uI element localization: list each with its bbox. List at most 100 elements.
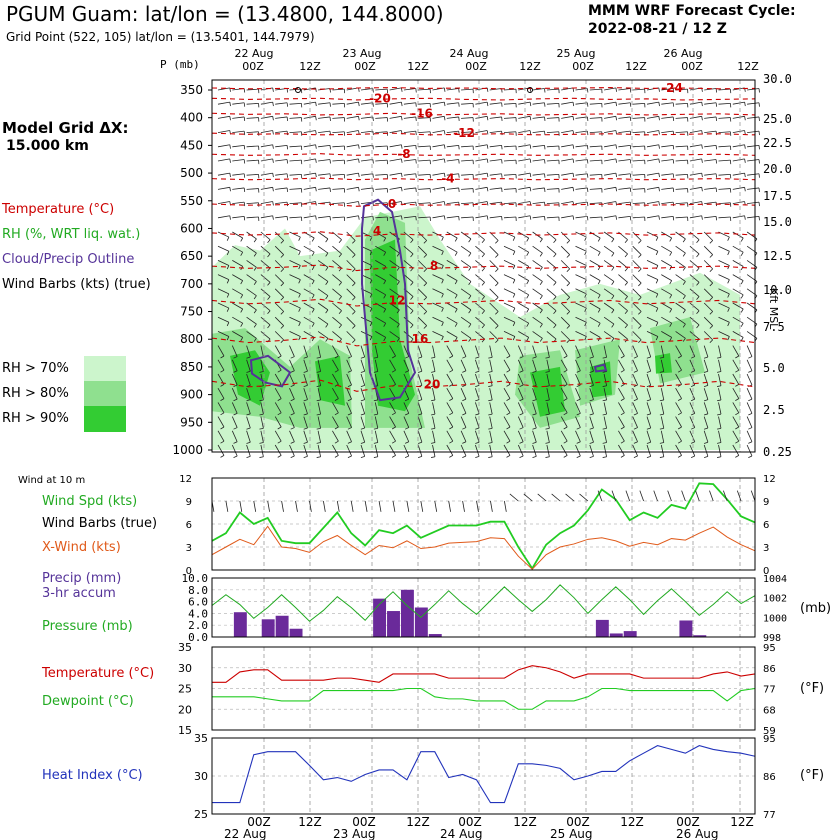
wind-barb <box>232 274 243 281</box>
wind-barb-flag <box>430 399 436 402</box>
wind-barb-flag <box>748 356 753 359</box>
wind-barb <box>675 145 688 148</box>
wind-barb-flag <box>716 427 722 430</box>
wind-barb <box>746 430 753 442</box>
wind-barb <box>446 345 454 357</box>
wind-barb <box>618 88 631 91</box>
wind-barb <box>418 173 431 176</box>
wind-barb-flag <box>475 427 480 430</box>
wind-barb <box>217 316 230 323</box>
wind-barb-flag <box>744 215 746 220</box>
wind-barb <box>417 331 427 341</box>
wind-barb-flag <box>441 307 444 312</box>
wind-barb-flag <box>280 339 284 343</box>
wind-barb <box>532 274 543 282</box>
bottom-hour-label: 00Z <box>566 815 590 829</box>
wind-barb-flag <box>267 239 271 244</box>
wind-barb-flag <box>529 116 532 121</box>
label-p-mb: P (mb) <box>160 58 200 71</box>
wind-barb-flag <box>576 412 581 416</box>
wind-barb-flag <box>563 384 568 387</box>
wind-barb <box>646 388 652 400</box>
wind-barb-flag <box>272 173 274 178</box>
wind-barb <box>689 416 696 428</box>
wind-barb <box>632 373 638 386</box>
wind-barb <box>618 416 625 428</box>
wind-barb <box>518 172 531 176</box>
wind-barb <box>489 430 493 443</box>
wind-barb-flag <box>716 356 722 359</box>
wind-barb-flag <box>347 370 352 373</box>
wind-barb <box>689 444 696 457</box>
wind-barb-flag <box>468 238 472 243</box>
wind-barb <box>503 331 516 337</box>
wind-barb <box>318 215 331 219</box>
wind-barb <box>575 345 581 357</box>
wind-barb <box>675 231 686 240</box>
wind-barb-flag <box>701 215 703 220</box>
wind-barb-flag <box>290 441 295 444</box>
wind-barb-flag <box>740 337 744 342</box>
wind-barb <box>532 215 545 219</box>
surface-wind-barb <box>392 500 396 512</box>
wind-barb <box>675 260 686 268</box>
wind-barb <box>675 274 686 282</box>
wind-barb <box>303 245 315 253</box>
top-day-label: 22 Aug <box>235 47 274 60</box>
wind-barb-flag <box>690 427 695 430</box>
wind-barb-flag <box>417 399 423 402</box>
wind-barb <box>375 88 388 91</box>
surface-wind-barb <box>639 490 644 502</box>
wind-barb-flag <box>566 297 570 301</box>
wind-barb-flag <box>280 254 284 258</box>
wind-barb-flag <box>404 455 409 458</box>
wind-barb-flag <box>566 282 570 287</box>
wind-barb-flag <box>233 384 238 387</box>
wind-barb <box>675 444 682 456</box>
wind-barb <box>646 302 659 309</box>
wind-barb <box>231 402 238 414</box>
wind-barb <box>703 331 713 341</box>
wind-barb <box>389 359 396 371</box>
wind-barb <box>604 87 616 91</box>
wind-barb <box>346 444 352 457</box>
wind-barb-flag <box>602 427 607 430</box>
wind-barb <box>618 345 625 357</box>
wind-barb-flag <box>315 201 317 206</box>
wind-barb-flag <box>277 455 282 458</box>
wind-barb <box>746 359 753 371</box>
wind-barb <box>318 102 331 105</box>
wind-barb <box>546 288 557 297</box>
wind-barb-flag <box>246 413 251 416</box>
wind-barb-flag <box>519 412 524 416</box>
wind-barb <box>246 245 257 254</box>
pressure-tick-label: 600 <box>180 221 203 235</box>
label-heat-index-unit: (°F) <box>800 768 825 783</box>
wind-barb <box>289 345 295 357</box>
wind-barb-flag <box>358 173 360 178</box>
wind-barb <box>403 359 410 371</box>
wind-barb-flag <box>383 323 387 327</box>
wind-barb <box>446 245 458 253</box>
heat-ytick-label-f: 86 <box>763 772 776 783</box>
wind-barb <box>546 430 550 443</box>
wind-barb-flag <box>690 455 695 458</box>
wind-barb <box>231 388 238 400</box>
wind-barb <box>689 172 702 176</box>
wind-barb-flag <box>338 282 342 286</box>
wind-barb <box>675 316 686 325</box>
wind-barb-flag <box>690 398 695 402</box>
wind-barb <box>518 144 531 148</box>
wind-barb-flag <box>488 427 493 430</box>
wind-barb-flag <box>633 427 638 430</box>
wind-barb <box>346 245 356 255</box>
wind-barb <box>332 388 339 399</box>
isotherm-label: 16 <box>412 332 429 346</box>
wind-barb-flag <box>611 338 615 342</box>
wind-barb <box>532 173 545 176</box>
wind-barb-flag <box>584 307 587 312</box>
wind-barb <box>303 316 315 324</box>
wind-barb <box>460 345 467 357</box>
wind-barb-flag <box>624 267 628 272</box>
